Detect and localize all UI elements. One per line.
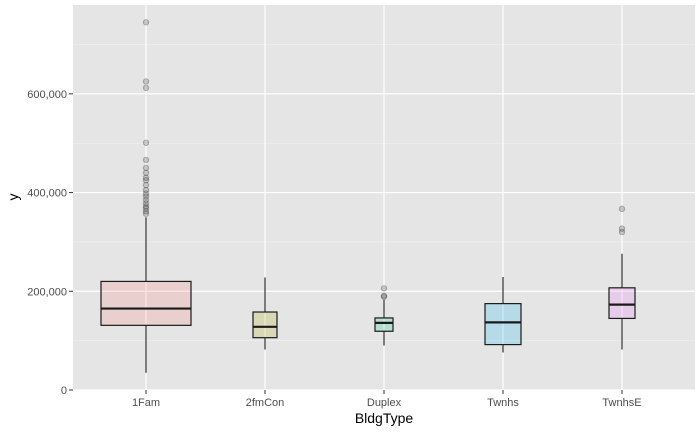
box-body xyxy=(608,287,636,320)
x-tick-label: 2fmCon xyxy=(246,397,285,409)
y-axis: 0 200,000 400,000 600,000 xyxy=(27,89,73,397)
box-duplex xyxy=(374,285,394,346)
outlier-point xyxy=(142,196,150,204)
box-body xyxy=(100,280,192,326)
box-body xyxy=(484,303,522,346)
outlier-point xyxy=(380,293,388,300)
outlier-point xyxy=(380,292,388,299)
box-twnhse xyxy=(608,205,636,350)
outlier-point xyxy=(142,78,150,85)
outlier-point xyxy=(618,225,626,232)
x-tick-label: Twnhs xyxy=(487,397,519,409)
outlier-point xyxy=(142,203,150,210)
y-tick-label: 0 xyxy=(61,385,67,397)
outlier-point xyxy=(142,208,150,215)
outlier-point xyxy=(142,181,150,189)
outlier-point xyxy=(142,177,150,184)
box-1fam xyxy=(100,19,192,373)
outlier-point xyxy=(380,285,388,292)
outlier-point xyxy=(142,174,150,181)
box-body xyxy=(252,311,278,339)
x-axis: 1Fam 2fmCon Duplex Twnhs TwnhsE xyxy=(132,390,642,409)
y-tick-label: 600,000 xyxy=(27,89,67,101)
outlier-point xyxy=(142,156,150,164)
boxes-layer xyxy=(100,19,636,373)
box-twnhs xyxy=(484,276,522,353)
y-tick-label: 200,000 xyxy=(27,286,67,298)
outlier-point xyxy=(142,200,150,207)
outlier-point xyxy=(142,190,150,197)
x-tick-label: 1Fam xyxy=(132,397,160,409)
x-axis-title: BldgType xyxy=(355,410,414,426)
outlier-point xyxy=(142,186,150,194)
y-axis-title: y xyxy=(5,194,21,201)
x-tick-label: TwnhsE xyxy=(602,397,641,409)
outlier-point xyxy=(142,164,150,172)
x-tick-label: Duplex xyxy=(367,397,402,409)
box-body xyxy=(374,317,394,332)
outlier-point xyxy=(618,205,626,213)
outlier-point xyxy=(618,228,626,236)
outlier-point xyxy=(142,210,150,217)
outlier-point xyxy=(142,169,150,177)
box-2fmcon xyxy=(252,277,278,350)
outlier-point xyxy=(142,84,150,92)
y-tick-label: 400,000 xyxy=(27,188,67,200)
outlier-point xyxy=(142,205,150,212)
outlier-point xyxy=(142,19,150,26)
outlier-point xyxy=(142,139,150,146)
outlier-point xyxy=(142,193,150,200)
